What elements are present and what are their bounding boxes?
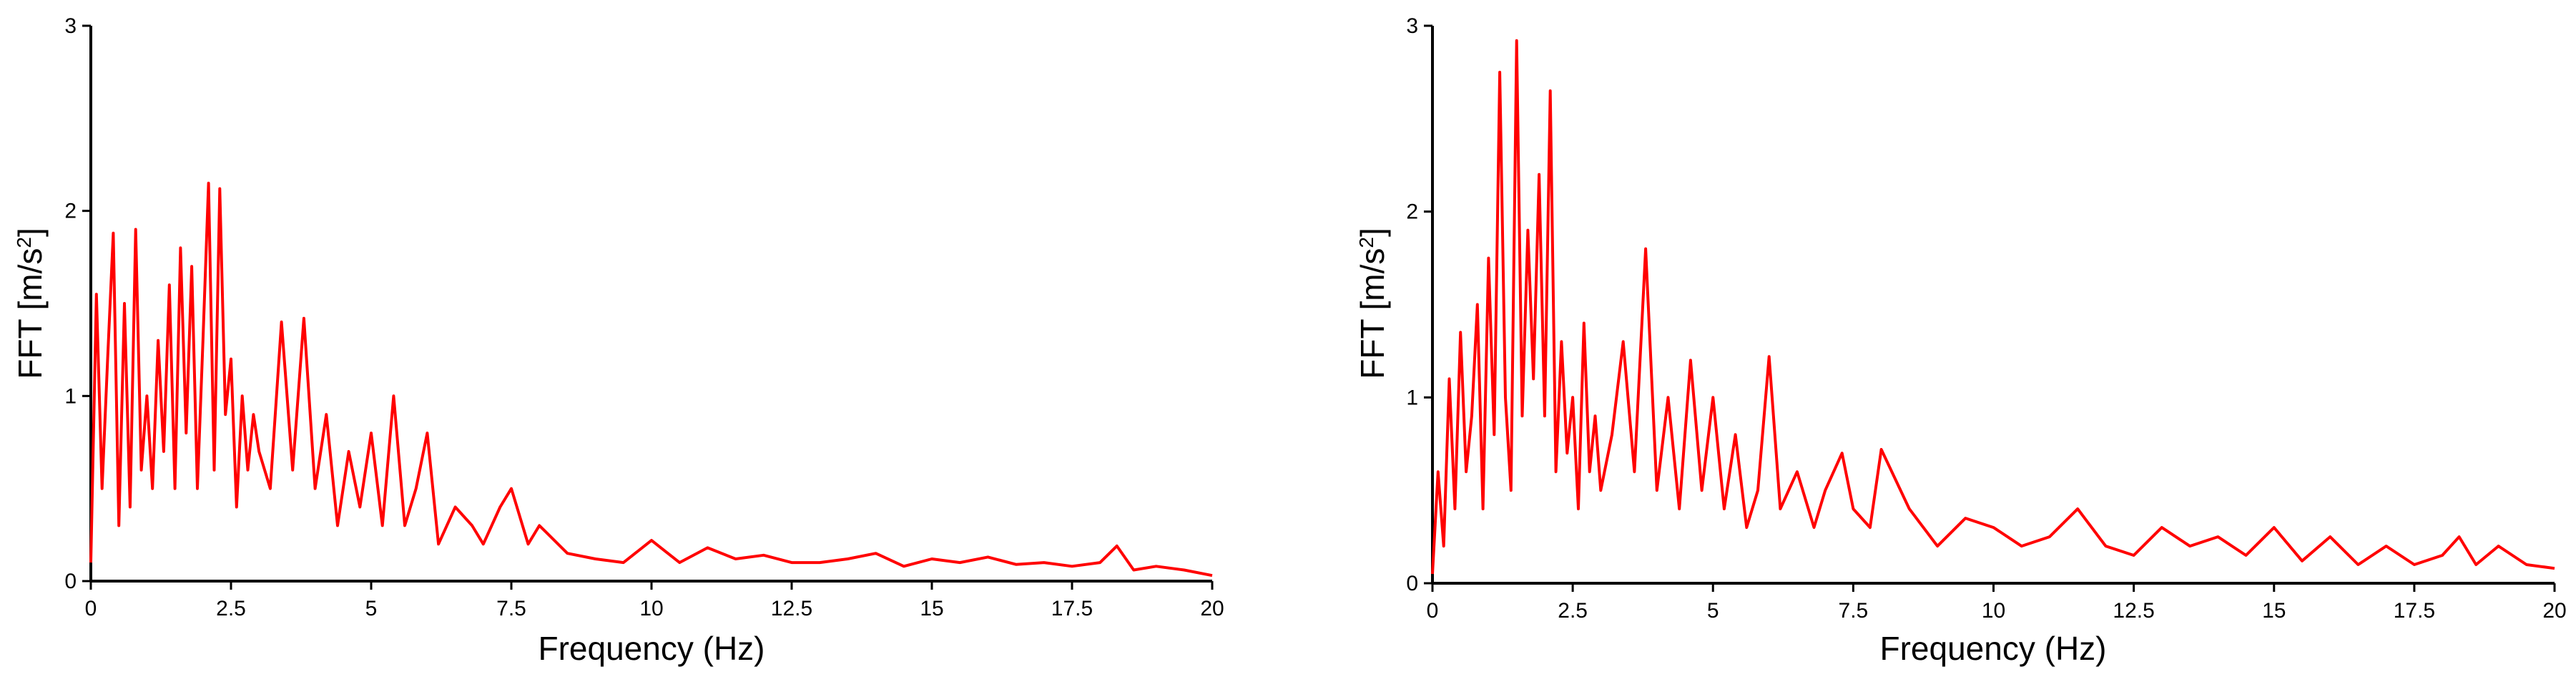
fft-chart-right: 0 2.5 5 7.5 10 12.5 15 17.5 20 0 1 2 3 Frequency (Hz… [1354,14,2567,667]
x-tick-label: 10 [639,597,663,620]
x-tick-label: 7.5 [1839,599,1869,623]
tick-group: 0 2.5 5 7.5 10 12.5 15 17.5 20 0 1 2 3 [64,14,1224,620]
y-tick-label: 0 [1406,572,1418,595]
y-tick-label: 1 [1406,386,1418,409]
x-tick-label: 17.5 [2394,599,2435,623]
x-axis-title: Frequency (Hz) [1880,630,2107,667]
x-tick-label: 20 [2542,599,2566,623]
y-tick-label: 2 [64,200,77,223]
x-tick-label: 5 [365,597,378,620]
tick-group: 0 2.5 5 7.5 10 12.5 15 17.5 20 0 1 2 3 [1406,14,2566,623]
x-tick-label: 0 [1427,599,1439,623]
x-tick-label: 7.5 [496,597,526,620]
x-tick-label: 20 [1200,597,1224,620]
x-tick-label: 2.5 [1558,599,1588,623]
x-tick-label: 5 [1707,599,1719,623]
x-tick-label: 12.5 [771,597,812,620]
fft-chart-left: 0 2.5 5 7.5 10 12.5 15 17.5 20 0 1 2 3 Frequency (Hz… [11,14,1224,667]
x-tick-label: 2.5 [216,597,246,620]
y-axis-title: FFT [m/s2] [1354,228,1391,379]
x-tick-label: 10 [1982,599,2005,623]
y-axis-title: FFT [m/s2] [11,228,49,379]
x-tick-label: 17.5 [1051,597,1093,620]
series-line [89,181,1213,578]
series-line [1431,39,2555,575]
x-tick-label: 15 [2262,599,2286,623]
y-tick-label: 3 [64,14,77,38]
y-tick-label: 0 [64,570,77,593]
x-tick-label: 15 [920,597,943,620]
x-axis-title: Frequency (Hz) [539,630,765,667]
y-tick-label: 1 [64,384,77,408]
x-tick-label: 0 [85,597,97,620]
x-tick-label: 12.5 [2113,599,2154,623]
y-tick-label: 3 [1406,14,1418,38]
y-tick-label: 2 [1406,200,1418,224]
